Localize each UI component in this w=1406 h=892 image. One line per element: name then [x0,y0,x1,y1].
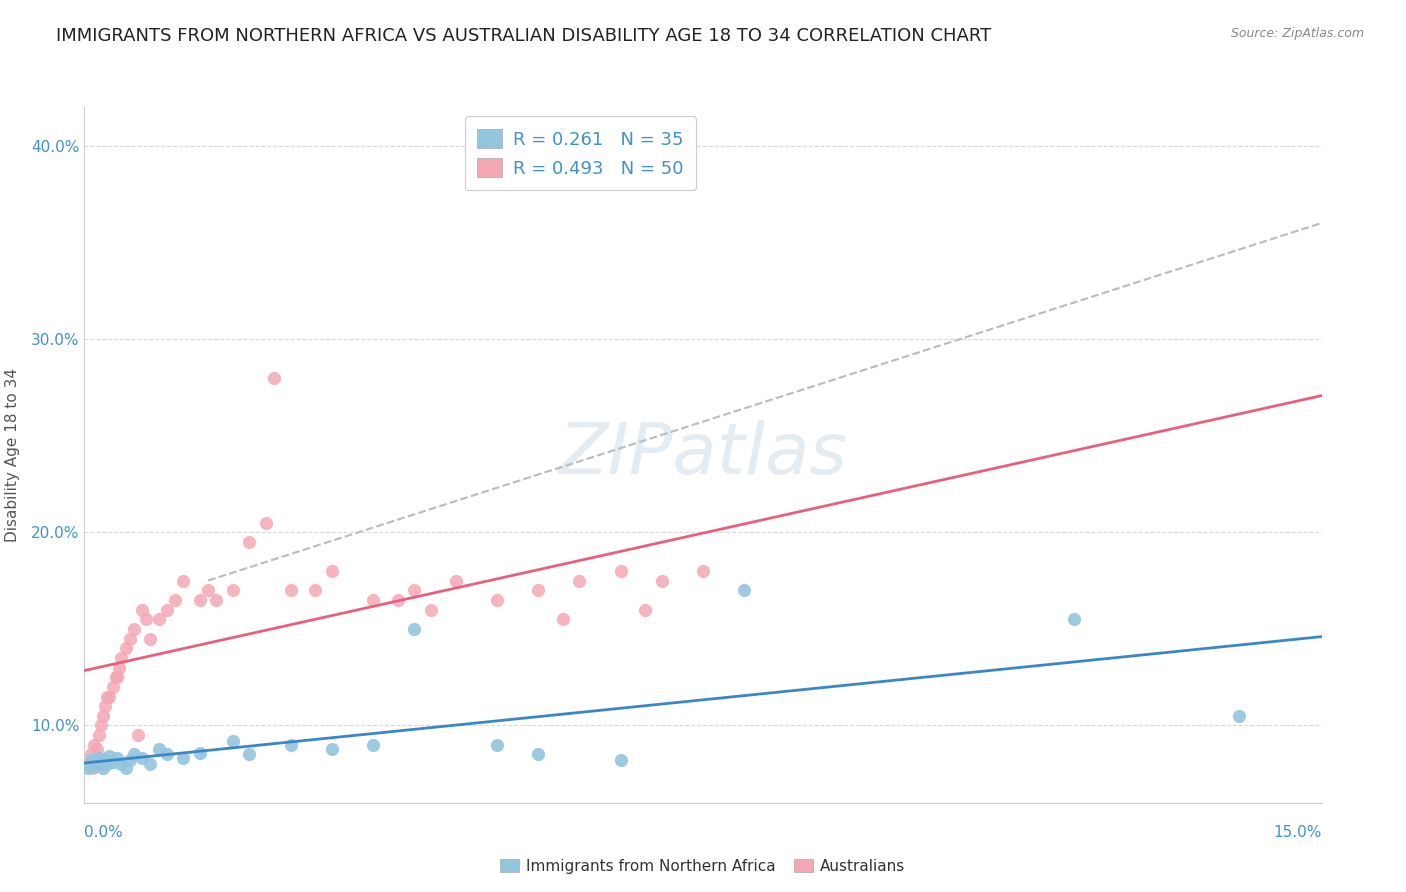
Point [98,749,121,764]
Legend: Immigrants from Northern Africa, Australians: Immigrants from Northern Africa, Austral… [495,853,911,880]
Point [568,574,591,588]
Point [651,574,673,588]
Point [222,583,245,598]
Text: IMMIGRANTS FROM NORTHERN AFRICA VS AUSTRALIAN DISABILITY AGE 18 TO 34 CORRELATIO: IMMIGRANTS FROM NORTHERN AFRICA VS AUSTR… [56,27,991,45]
Point [122,747,145,762]
Text: 15.0%: 15.0% [1274,825,1322,840]
Point [96,690,118,704]
Point [321,564,343,578]
Point [103,755,125,769]
Point [444,574,467,588]
Point [609,564,631,578]
Point [263,370,285,384]
Point [387,592,409,607]
Point [1063,612,1085,626]
Point [94,753,117,767]
Point [105,670,128,684]
Point [419,602,441,616]
Point [692,564,714,578]
Point [103,680,125,694]
Point [77,757,100,772]
Point [485,738,508,752]
Point [86,741,108,756]
Point [91,708,114,723]
Point [188,592,211,607]
Point [1227,708,1250,723]
Y-axis label: Disability Age 18 to 34: Disability Age 18 to 34 [4,368,20,542]
Point [110,651,132,665]
Point [77,761,100,775]
Point [91,761,114,775]
Point [148,612,170,626]
Point [110,757,132,772]
Point [82,761,104,775]
Point [139,757,162,772]
Point [361,738,384,752]
Legend: R = 0.261   N = 35, R = 0.493   N = 50: R = 0.261 N = 35, R = 0.493 N = 50 [464,116,696,190]
Point [89,728,111,742]
Point [82,757,104,772]
Point [321,741,343,756]
Point [83,738,105,752]
Point [90,718,112,732]
Point [86,755,108,769]
Point [172,751,194,765]
Point [94,699,117,714]
Point [188,746,211,760]
Point [733,583,755,598]
Point [197,583,219,598]
Point [90,757,112,772]
Point [80,747,103,762]
Point [238,535,260,549]
Text: ZIPatlas: ZIPatlas [558,420,848,490]
Point [98,690,121,704]
Point [280,583,302,598]
Point [238,747,260,762]
Point [156,602,179,616]
Point [114,641,136,656]
Point [609,753,631,767]
Point [527,583,550,598]
Point [131,751,153,765]
Point [148,741,170,756]
Point [634,602,657,616]
Point [127,728,149,742]
Point [304,583,326,598]
Point [104,670,127,684]
Point [80,753,103,767]
Text: Source: ZipAtlas.com: Source: ZipAtlas.com [1230,27,1364,40]
Point [404,622,426,636]
Point [105,751,128,765]
Point [139,632,162,646]
Point [485,592,508,607]
Point [222,734,245,748]
Point [96,757,118,772]
Point [135,612,157,626]
Point [205,592,228,607]
Point [280,738,302,752]
Point [527,747,550,762]
Point [551,612,574,626]
Text: 0.0%: 0.0% [84,825,124,840]
Point [131,602,153,616]
Point [83,759,105,773]
Point [361,592,384,607]
Point [165,592,187,607]
Point [114,761,136,775]
Point [172,574,194,588]
Point [89,751,111,765]
Point [118,632,141,646]
Point [118,753,141,767]
Point [404,583,426,598]
Point [122,622,145,636]
Point [254,516,277,530]
Point [156,747,179,762]
Point [108,660,131,674]
